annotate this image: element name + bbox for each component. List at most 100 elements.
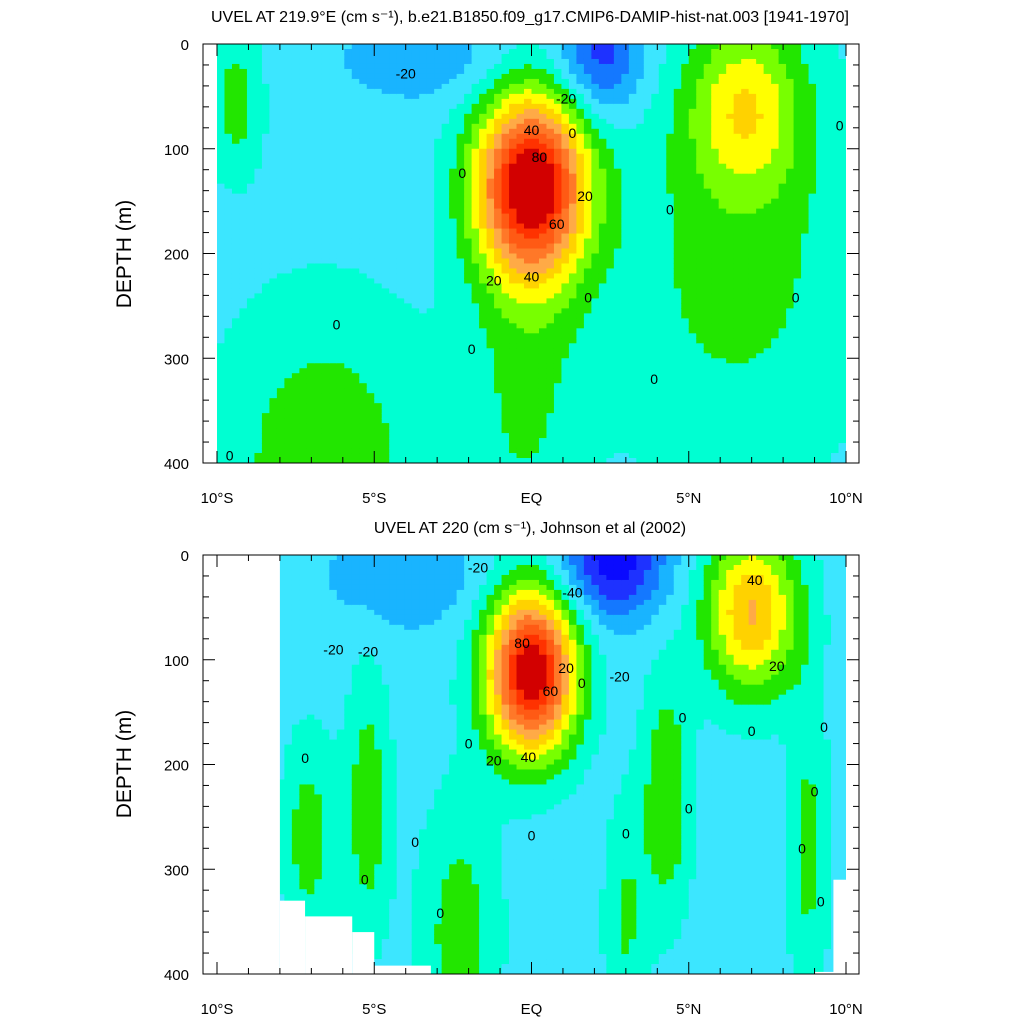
contour-cell (546, 388, 555, 394)
contour-cell (217, 123, 226, 130)
contour-cell (613, 418, 622, 424)
contour-cell (321, 193, 330, 200)
contour-cell (224, 413, 233, 419)
contour-cell (516, 63, 525, 70)
contour-cell (381, 83, 390, 90)
contour-cell (396, 103, 405, 110)
contour-cell (621, 253, 630, 260)
contour-cell (613, 178, 622, 185)
contour-cell (606, 323, 615, 329)
contour-cell (449, 368, 458, 374)
contour-cell (441, 248, 450, 255)
contour-cell (389, 68, 398, 75)
contour-cell (501, 338, 510, 344)
contour-cell (389, 383, 398, 389)
contour-cell (449, 198, 458, 205)
contour-cell (449, 88, 458, 95)
contour-cell (231, 418, 241, 424)
contour-cell (321, 48, 330, 55)
contour-cell (231, 373, 241, 379)
contour-cell (299, 68, 308, 75)
contour-cell (658, 158, 667, 165)
contour-cell (254, 368, 263, 374)
contour-cell (374, 68, 383, 75)
contour-cell (464, 158, 473, 165)
contour-cell (396, 98, 405, 105)
contour-cell (217, 378, 226, 384)
contour-cell (486, 413, 495, 419)
contour-cell (553, 188, 563, 195)
contour-cell (314, 173, 323, 180)
contour-cell (254, 433, 263, 439)
contour-cell (344, 63, 353, 70)
contour-cell (419, 198, 428, 205)
contour-cell (344, 153, 353, 160)
contour-cell (239, 53, 248, 60)
contour-cell (449, 233, 458, 240)
contour-cell (583, 128, 593, 135)
contour-cell (456, 158, 465, 165)
contour-cell (254, 268, 263, 275)
contour-cell (381, 183, 390, 190)
contour-cell (351, 123, 360, 130)
contour-cell (628, 238, 637, 245)
contour-cell (329, 288, 338, 295)
contour-cell (643, 218, 652, 225)
contour-cell (336, 193, 345, 200)
contour-cell (217, 393, 226, 399)
contour-cell (479, 253, 488, 260)
contour-cell (336, 323, 345, 329)
contour-cell (643, 253, 652, 260)
contour-cell (336, 433, 345, 439)
contour-cell (374, 223, 383, 230)
contour-cell (553, 153, 563, 160)
contour-cell (434, 243, 443, 250)
contour-cell (321, 383, 330, 389)
contour-cell (583, 428, 593, 434)
contour-cell (217, 413, 226, 419)
contour-cell (568, 328, 578, 334)
contour-cell (651, 158, 660, 165)
contour-cell (411, 203, 420, 210)
contour-cell (561, 348, 570, 354)
contour-cell (613, 228, 622, 235)
contour-cell (538, 313, 548, 319)
contour-cell (366, 153, 375, 160)
contour-cell (546, 248, 555, 255)
contour-cell (254, 243, 263, 250)
contour-cell (583, 113, 593, 120)
contour-cell (621, 338, 630, 344)
contour-cell (434, 163, 443, 170)
contour-cell (456, 453, 465, 459)
contour-cell (449, 168, 458, 175)
contour-cell (643, 243, 652, 250)
contour-cell (336, 73, 345, 80)
contour-cell (314, 263, 323, 270)
contour-cell (426, 318, 435, 324)
contour-cell (314, 408, 323, 414)
contour-cell (636, 458, 645, 463)
contour-cell (643, 298, 652, 304)
contour-cell (396, 418, 405, 424)
contour-cell (434, 318, 443, 324)
contour-cell (456, 138, 465, 145)
contour-cell (231, 363, 241, 369)
contour-cell (628, 78, 637, 85)
contour-cell (576, 68, 585, 75)
contour-cell (434, 133, 443, 140)
contour-cell (269, 78, 278, 85)
contour-cell (284, 343, 293, 349)
contour-cell (254, 173, 263, 180)
contour-cell (456, 443, 465, 449)
contour-cell (606, 223, 615, 230)
contour-cell (538, 273, 548, 280)
contour-cell (291, 218, 300, 225)
contour-cell (591, 443, 600, 449)
contour-cell (396, 278, 405, 285)
contour-cell (246, 228, 256, 235)
contour-cell (329, 128, 338, 135)
contour-cell (351, 278, 360, 285)
contour-cell (553, 288, 563, 295)
contour-cell (366, 298, 375, 304)
